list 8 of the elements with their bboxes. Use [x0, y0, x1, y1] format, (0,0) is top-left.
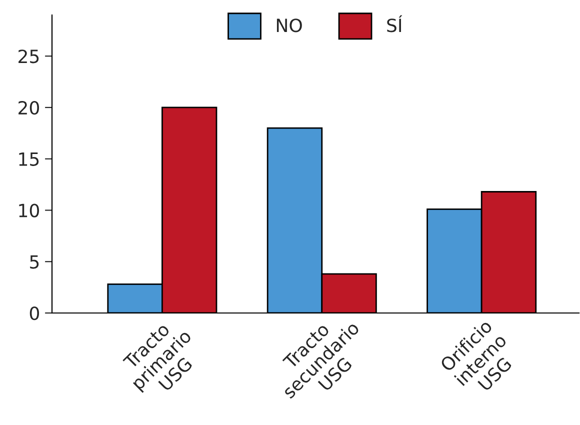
- y-tick-label: 20: [18, 100, 39, 115]
- y-tick-label: 0: [30, 306, 39, 320]
- legend-label: NO: [276, 18, 302, 32]
- y-tick-label: 15: [19, 152, 39, 166]
- y-tick-label: 25: [18, 50, 39, 64]
- legend-label: SÍ: [387, 15, 402, 32]
- y-tick-label: 10: [19, 204, 39, 218]
- y-tick-label: 5: [30, 255, 39, 269]
